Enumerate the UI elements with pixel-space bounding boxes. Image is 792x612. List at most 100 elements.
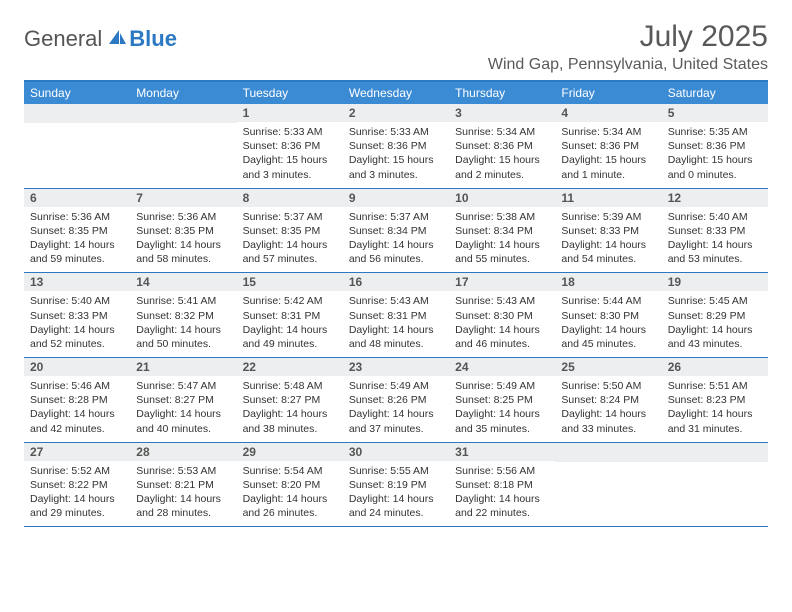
day-details: Sunrise: 5:52 AMSunset: 8:22 PMDaylight:… — [24, 461, 130, 527]
empty-details — [662, 462, 768, 520]
day-cell: 5Sunrise: 5:35 AMSunset: 8:36 PMDaylight… — [662, 104, 768, 188]
day-number: 20 — [24, 358, 130, 376]
day-details: Sunrise: 5:55 AMSunset: 8:19 PMDaylight:… — [343, 461, 449, 527]
day-details: Sunrise: 5:37 AMSunset: 8:35 PMDaylight:… — [237, 207, 343, 273]
day-cell: 7Sunrise: 5:36 AMSunset: 8:35 PMDaylight… — [130, 189, 236, 273]
day-details: Sunrise: 5:33 AMSunset: 8:36 PMDaylight:… — [343, 122, 449, 188]
week-row: 1Sunrise: 5:33 AMSunset: 8:36 PMDaylight… — [24, 104, 768, 189]
day-cell — [130, 104, 236, 188]
day-details: Sunrise: 5:39 AMSunset: 8:33 PMDaylight:… — [555, 207, 661, 273]
day-details: Sunrise: 5:56 AMSunset: 8:18 PMDaylight:… — [449, 461, 555, 527]
empty-daynum — [24, 104, 130, 123]
day-number: 10 — [449, 189, 555, 207]
day-cell: 29Sunrise: 5:54 AMSunset: 8:20 PMDayligh… — [237, 443, 343, 527]
day-cell: 21Sunrise: 5:47 AMSunset: 8:27 PMDayligh… — [130, 358, 236, 442]
day-number: 28 — [130, 443, 236, 461]
day-details: Sunrise: 5:41 AMSunset: 8:32 PMDaylight:… — [130, 291, 236, 357]
day-details: Sunrise: 5:53 AMSunset: 8:21 PMDaylight:… — [130, 461, 236, 527]
day-cell: 15Sunrise: 5:42 AMSunset: 8:31 PMDayligh… — [237, 273, 343, 357]
day-cell: 2Sunrise: 5:33 AMSunset: 8:36 PMDaylight… — [343, 104, 449, 188]
day-cell: 22Sunrise: 5:48 AMSunset: 8:27 PMDayligh… — [237, 358, 343, 442]
day-cell: 3Sunrise: 5:34 AMSunset: 8:36 PMDaylight… — [449, 104, 555, 188]
day-details: Sunrise: 5:49 AMSunset: 8:25 PMDaylight:… — [449, 376, 555, 442]
day-cell: 12Sunrise: 5:40 AMSunset: 8:33 PMDayligh… — [662, 189, 768, 273]
day-header-cell: Friday — [555, 82, 661, 104]
day-number: 4 — [555, 104, 661, 122]
day-cell: 19Sunrise: 5:45 AMSunset: 8:29 PMDayligh… — [662, 273, 768, 357]
day-number: 24 — [449, 358, 555, 376]
day-cell: 8Sunrise: 5:37 AMSunset: 8:35 PMDaylight… — [237, 189, 343, 273]
week-row: 20Sunrise: 5:46 AMSunset: 8:28 PMDayligh… — [24, 358, 768, 443]
day-number: 2 — [343, 104, 449, 122]
day-cell: 24Sunrise: 5:49 AMSunset: 8:25 PMDayligh… — [449, 358, 555, 442]
day-number: 23 — [343, 358, 449, 376]
day-number: 7 — [130, 189, 236, 207]
day-cell: 26Sunrise: 5:51 AMSunset: 8:23 PMDayligh… — [662, 358, 768, 442]
day-details: Sunrise: 5:36 AMSunset: 8:35 PMDaylight:… — [24, 207, 130, 273]
day-details: Sunrise: 5:35 AMSunset: 8:36 PMDaylight:… — [662, 122, 768, 188]
week-row: 27Sunrise: 5:52 AMSunset: 8:22 PMDayligh… — [24, 443, 768, 528]
day-cell: 30Sunrise: 5:55 AMSunset: 8:19 PMDayligh… — [343, 443, 449, 527]
day-details: Sunrise: 5:45 AMSunset: 8:29 PMDaylight:… — [662, 291, 768, 357]
day-number: 31 — [449, 443, 555, 461]
day-number: 6 — [24, 189, 130, 207]
day-number: 27 — [24, 443, 130, 461]
day-details: Sunrise: 5:43 AMSunset: 8:30 PMDaylight:… — [449, 291, 555, 357]
empty-details — [130, 123, 236, 181]
logo: General Blue — [24, 26, 177, 52]
day-header-row: SundayMondayTuesdayWednesdayThursdayFrid… — [24, 82, 768, 104]
day-header-cell: Monday — [130, 82, 236, 104]
day-cell: 23Sunrise: 5:49 AMSunset: 8:26 PMDayligh… — [343, 358, 449, 442]
day-number: 17 — [449, 273, 555, 291]
day-cell — [555, 443, 661, 527]
empty-daynum — [130, 104, 236, 123]
week-row: 13Sunrise: 5:40 AMSunset: 8:33 PMDayligh… — [24, 273, 768, 358]
day-details: Sunrise: 5:38 AMSunset: 8:34 PMDaylight:… — [449, 207, 555, 273]
day-header-cell: Thursday — [449, 82, 555, 104]
day-number: 9 — [343, 189, 449, 207]
day-cell: 28Sunrise: 5:53 AMSunset: 8:21 PMDayligh… — [130, 443, 236, 527]
logo-text-blue: Blue — [129, 26, 177, 52]
day-cell: 27Sunrise: 5:52 AMSunset: 8:22 PMDayligh… — [24, 443, 130, 527]
day-details: Sunrise: 5:42 AMSunset: 8:31 PMDaylight:… — [237, 291, 343, 357]
day-cell: 31Sunrise: 5:56 AMSunset: 8:18 PMDayligh… — [449, 443, 555, 527]
day-cell: 10Sunrise: 5:38 AMSunset: 8:34 PMDayligh… — [449, 189, 555, 273]
calendar-body: 1Sunrise: 5:33 AMSunset: 8:36 PMDaylight… — [24, 104, 768, 527]
day-details: Sunrise: 5:34 AMSunset: 8:36 PMDaylight:… — [555, 122, 661, 188]
day-header-cell: Sunday — [24, 82, 130, 104]
day-details: Sunrise: 5:43 AMSunset: 8:31 PMDaylight:… — [343, 291, 449, 357]
empty-daynum — [662, 443, 768, 462]
day-cell: 13Sunrise: 5:40 AMSunset: 8:33 PMDayligh… — [24, 273, 130, 357]
month-title: July 2025 — [488, 20, 768, 54]
day-cell: 1Sunrise: 5:33 AMSunset: 8:36 PMDaylight… — [237, 104, 343, 188]
day-details: Sunrise: 5:51 AMSunset: 8:23 PMDaylight:… — [662, 376, 768, 442]
day-cell: 16Sunrise: 5:43 AMSunset: 8:31 PMDayligh… — [343, 273, 449, 357]
day-number: 12 — [662, 189, 768, 207]
day-cell: 9Sunrise: 5:37 AMSunset: 8:34 PMDaylight… — [343, 189, 449, 273]
header: General Blue July 2025 Wind Gap, Pennsyl… — [24, 20, 768, 74]
day-number: 8 — [237, 189, 343, 207]
day-details: Sunrise: 5:40 AMSunset: 8:33 PMDaylight:… — [662, 207, 768, 273]
day-cell — [662, 443, 768, 527]
day-number: 16 — [343, 273, 449, 291]
day-number: 14 — [130, 273, 236, 291]
location: Wind Gap, Pennsylvania, United States — [488, 56, 768, 74]
day-cell: 11Sunrise: 5:39 AMSunset: 8:33 PMDayligh… — [555, 189, 661, 273]
day-details: Sunrise: 5:48 AMSunset: 8:27 PMDaylight:… — [237, 376, 343, 442]
day-cell: 20Sunrise: 5:46 AMSunset: 8:28 PMDayligh… — [24, 358, 130, 442]
day-cell: 25Sunrise: 5:50 AMSunset: 8:24 PMDayligh… — [555, 358, 661, 442]
day-number: 5 — [662, 104, 768, 122]
day-cell: 18Sunrise: 5:44 AMSunset: 8:30 PMDayligh… — [555, 273, 661, 357]
day-number: 30 — [343, 443, 449, 461]
sail-icon — [107, 28, 127, 51]
day-details: Sunrise: 5:36 AMSunset: 8:35 PMDaylight:… — [130, 207, 236, 273]
day-number: 3 — [449, 104, 555, 122]
week-row: 6Sunrise: 5:36 AMSunset: 8:35 PMDaylight… — [24, 189, 768, 274]
day-number: 13 — [24, 273, 130, 291]
day-number: 11 — [555, 189, 661, 207]
day-details: Sunrise: 5:54 AMSunset: 8:20 PMDaylight:… — [237, 461, 343, 527]
day-number: 15 — [237, 273, 343, 291]
day-number: 22 — [237, 358, 343, 376]
day-details: Sunrise: 5:50 AMSunset: 8:24 PMDaylight:… — [555, 376, 661, 442]
day-details: Sunrise: 5:49 AMSunset: 8:26 PMDaylight:… — [343, 376, 449, 442]
